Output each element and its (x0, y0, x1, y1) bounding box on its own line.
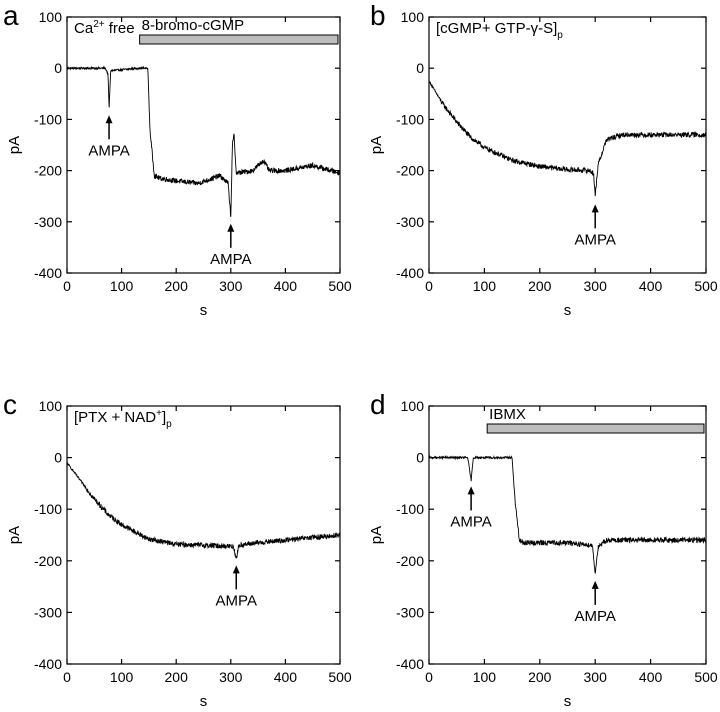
y-tick-label: -400 (396, 656, 424, 672)
x-tick-label: 0 (63, 278, 71, 294)
y-tick-label: 0 (54, 60, 62, 76)
current-trace (428, 454, 707, 575)
y-tick-label: 100 (401, 398, 425, 414)
application-bar (486, 423, 705, 434)
panel-label: a (3, 0, 19, 31)
x-tick-label: 400 (639, 669, 663, 685)
x-axis-label: s (200, 693, 208, 710)
y-axis-label: pA (6, 136, 23, 154)
panel-label: d (370, 389, 386, 420)
y-axis-label: pA (368, 136, 385, 154)
y-axis-label: pA (368, 526, 385, 544)
ampa-arrow-head (227, 223, 235, 232)
x-axis-label: s (564, 302, 572, 319)
x-tick-label: 100 (110, 278, 134, 294)
y-tick-label: -300 (34, 604, 62, 620)
ampa-arrow-head (232, 565, 240, 574)
y-tick-label: -100 (34, 501, 62, 517)
x-tick-label: 200 (528, 278, 552, 294)
application-bar-label: IBMX (489, 406, 526, 423)
ampa-label: AMPA (216, 592, 257, 609)
current-trace (66, 65, 341, 217)
ampa-label: AMPA (574, 231, 615, 248)
x-tick-label: 300 (584, 669, 608, 685)
y-tick-label: -200 (396, 553, 424, 569)
x-tick-label: 500 (328, 669, 352, 685)
x-tick-label: 100 (110, 669, 134, 685)
y-tick-label: -400 (34, 265, 62, 281)
plot-frame (66, 16, 341, 274)
x-tick-label: 400 (274, 278, 298, 294)
condition-label: [cGMP+ GTP-γ-S]p (436, 20, 563, 41)
ampa-label: AMPA (88, 142, 129, 159)
x-tick-label: 0 (425, 669, 433, 685)
y-tick-label: -200 (34, 163, 62, 179)
x-tick-label: 200 (528, 669, 552, 685)
y-tick-label: -100 (396, 501, 424, 517)
condition-label: Ca2+ free (74, 19, 135, 37)
y-tick-label: 0 (416, 450, 424, 466)
x-tick-label: 100 (473, 278, 497, 294)
x-tick-label: 300 (219, 669, 243, 685)
x-tick-label: 300 (584, 278, 608, 294)
current-trace (428, 80, 707, 197)
application-bar-label: 8-bromo-cGMP (142, 17, 245, 34)
x-axis-label: s (200, 302, 208, 319)
y-tick-label: -300 (396, 604, 424, 620)
plot-frame (428, 405, 707, 665)
ampa-arrow-head (467, 486, 475, 495)
y-axis-label: pA (6, 526, 23, 544)
x-tick-label: 500 (694, 278, 718, 294)
x-tick-label: 500 (694, 669, 718, 685)
x-tick-label: 400 (639, 278, 663, 294)
ampa-arrow-head (105, 115, 113, 124)
x-tick-label: 200 (165, 278, 189, 294)
x-tick-label: 300 (219, 278, 243, 294)
y-tick-label: -400 (396, 265, 424, 281)
ampa-label: AMPA (450, 513, 491, 530)
y-tick-label: 100 (401, 9, 425, 25)
y-tick-label: -100 (34, 111, 62, 127)
x-axis-label: s (564, 693, 572, 710)
panel-label: c (3, 389, 17, 420)
y-tick-label: 100 (39, 9, 63, 25)
y-tick-label: 0 (54, 450, 62, 466)
ampa-label: AMPA (574, 608, 615, 625)
y-tick-label: -200 (396, 163, 424, 179)
y-tick-label: -300 (34, 214, 62, 230)
y-tick-label: 100 (39, 398, 63, 414)
x-tick-label: 400 (274, 669, 298, 685)
y-tick-label: -100 (396, 111, 424, 127)
x-tick-label: 100 (473, 669, 497, 685)
condition-label: [PTX + NAD+]p (74, 408, 172, 430)
ampa-arrow-head (591, 580, 599, 589)
application-bar (139, 34, 339, 45)
y-tick-label: -400 (34, 656, 62, 672)
ampa-label: AMPA (210, 251, 251, 268)
x-tick-label: 0 (425, 278, 433, 294)
y-tick-label: -200 (34, 553, 62, 569)
ampa-arrow-head (591, 204, 599, 213)
y-tick-label: 0 (416, 60, 424, 76)
plot-frame (66, 405, 341, 665)
plot-frame (428, 16, 707, 274)
panel-label: b (370, 0, 386, 31)
y-tick-label: -300 (396, 214, 424, 230)
current-trace (66, 461, 341, 559)
x-tick-label: 500 (328, 278, 352, 294)
x-tick-label: 200 (165, 669, 189, 685)
x-tick-label: 0 (63, 669, 71, 685)
